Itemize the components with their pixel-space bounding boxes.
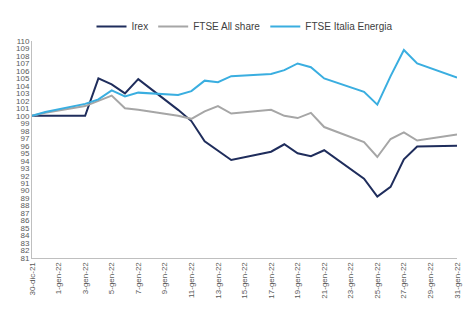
- svg-text:95: 95: [20, 149, 29, 158]
- svg-text:84: 84: [20, 231, 29, 240]
- svg-text:31-gen-22: 31-gen-22: [453, 262, 462, 299]
- svg-text:9-gen-22: 9-gen-22: [160, 262, 169, 295]
- svg-text:FTSE All share: FTSE All share: [193, 21, 260, 32]
- svg-text:29-gen-22: 29-gen-22: [426, 262, 435, 299]
- svg-text:109: 109: [16, 44, 30, 53]
- svg-text:101: 101: [16, 104, 30, 113]
- svg-text:102: 102: [16, 97, 30, 106]
- svg-text:82: 82: [20, 246, 29, 255]
- svg-text:13-gen-22: 13-gen-22: [214, 262, 223, 299]
- svg-text:27-gen-22: 27-gen-22: [399, 262, 408, 299]
- svg-text:23-gen-22: 23-gen-22: [346, 262, 355, 299]
- svg-text:94: 94: [20, 157, 29, 166]
- svg-text:30-dic-21: 30-dic-21: [28, 262, 37, 296]
- svg-text:85: 85: [20, 224, 29, 233]
- svg-text:107: 107: [16, 59, 30, 68]
- svg-text:15-gen-22: 15-gen-22: [240, 262, 249, 299]
- svg-text:21-gen-22: 21-gen-22: [320, 262, 329, 299]
- svg-text:3-gen-22: 3-gen-22: [81, 262, 90, 295]
- svg-text:104: 104: [16, 82, 30, 91]
- svg-text:99: 99: [20, 119, 29, 128]
- svg-text:FTSE Italia Energia: FTSE Italia Energia: [305, 21, 392, 32]
- svg-text:19-gen-22: 19-gen-22: [293, 262, 302, 299]
- svg-text:89: 89: [20, 194, 29, 203]
- svg-text:83: 83: [20, 239, 29, 248]
- svg-text:11-gen-22: 11-gen-22: [187, 262, 196, 298]
- svg-text:91: 91: [20, 179, 29, 188]
- svg-text:105: 105: [16, 74, 30, 83]
- svg-text:7-gen-22: 7-gen-22: [134, 262, 143, 295]
- svg-text:96: 96: [20, 142, 29, 151]
- svg-text:17-gen-22: 17-gen-22: [267, 262, 276, 299]
- svg-text:25-gen-22: 25-gen-22: [373, 262, 382, 299]
- svg-text:98: 98: [20, 127, 29, 136]
- svg-text:110: 110: [17, 37, 30, 46]
- svg-text:108: 108: [16, 52, 30, 61]
- svg-text:88: 88: [20, 201, 29, 210]
- svg-text:97: 97: [20, 134, 29, 143]
- svg-text:106: 106: [16, 67, 30, 76]
- svg-text:81: 81: [20, 254, 29, 263]
- svg-text:100: 100: [16, 112, 30, 121]
- svg-text:Irex: Irex: [132, 21, 149, 32]
- svg-text:5-gen-22: 5-gen-22: [107, 262, 116, 295]
- svg-text:86: 86: [20, 216, 29, 225]
- svg-text:92: 92: [20, 171, 29, 180]
- svg-text:87: 87: [20, 209, 29, 218]
- svg-text:1-gen-22: 1-gen-22: [54, 262, 63, 295]
- svg-text:103: 103: [16, 89, 30, 98]
- svg-text:90: 90: [20, 186, 29, 195]
- svg-text:93: 93: [20, 164, 29, 173]
